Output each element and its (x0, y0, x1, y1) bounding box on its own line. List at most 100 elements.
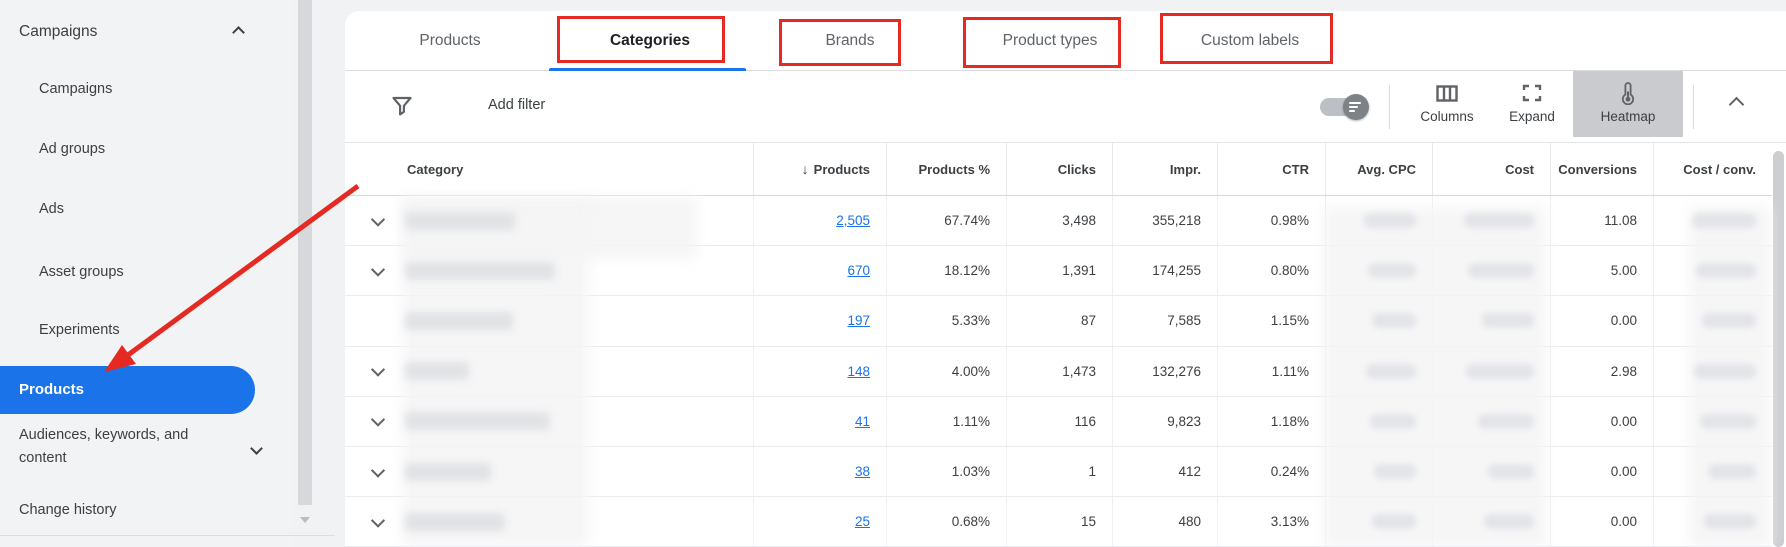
blurred-category-name (405, 412, 550, 431)
products-count-link[interactable]: 25 (854, 514, 870, 530)
cell-impr: 412 (1112, 446, 1217, 497)
tab-bar: Products Categories Brands Product types… (345, 11, 1786, 71)
cell-conversions: 0.00 (1550, 396, 1653, 446)
products-count-link[interactable]: 148 (847, 363, 870, 379)
cell-category (345, 246, 753, 295)
cell-products-pct: 5.33% (886, 296, 1006, 346)
cell-cost-per-conv-redacted (1653, 346, 1772, 396)
collapse-table-button[interactable] (1728, 96, 1745, 115)
add-filter-button[interactable]: Add filter (488, 97, 546, 113)
cell-category (345, 347, 753, 396)
chevron-up-icon (1728, 96, 1745, 113)
row-expand-chevron-icon[interactable] (370, 412, 386, 428)
column-header-cost-per-conv[interactable]: Cost / conv. (1653, 143, 1772, 195)
cell-products: 670 (753, 246, 886, 296)
sidebar-scrollbar[interactable] (298, 0, 312, 505)
column-header-category[interactable]: Category (407, 161, 464, 177)
sidebar-item-campaigns[interactable]: Campaigns (39, 81, 113, 97)
sidebar-divider (0, 535, 335, 536)
cell-category (345, 447, 753, 496)
chevron-down-icon[interactable] (250, 442, 263, 455)
cell-conversions: 5.00 (1550, 246, 1653, 296)
blurred-category-name (405, 462, 491, 481)
columns-button[interactable]: Columns (1405, 79, 1489, 137)
products-count-link[interactable]: 197 (847, 313, 870, 329)
cell-impr: 9,823 (1112, 396, 1217, 446)
cell-clicks: 3,498 (1006, 196, 1112, 246)
cell-clicks: 116 (1006, 396, 1112, 446)
cell-category (345, 497, 753, 546)
blurred-category-name (405, 261, 555, 280)
cell-products: 25 (753, 497, 886, 547)
column-header-conversions[interactable]: Conversions (1550, 143, 1653, 195)
table-vertical-scrollbar[interactable] (1773, 151, 1784, 547)
cell-clicks: 1,391 (1006, 246, 1112, 296)
cell-conversions: 0.00 (1550, 446, 1653, 497)
table-toolbar: Add filter Columns Expand (345, 71, 1786, 143)
expand-button[interactable]: Expand (1490, 79, 1574, 137)
tab-custom-labels[interactable]: Custom labels (1200, 32, 1300, 49)
annotation-box-brands (779, 19, 901, 66)
table-row: 670 18.12% 1,391 174,255 0.80% 5.00 (345, 246, 1772, 297)
products-count-link[interactable]: 41 (854, 413, 870, 429)
cell-clicks: 87 (1006, 296, 1112, 346)
row-expand-chevron-icon[interactable] (370, 362, 386, 377)
sidebar-item-ads[interactable]: Ads (39, 201, 64, 217)
sidebar-item-change-history[interactable]: Change history (19, 502, 117, 518)
column-header-products-pct[interactable]: Products % (886, 143, 1006, 195)
table-row: 197 5.33% 87 7,585 1.15% 0.00 (345, 296, 1772, 347)
products-count-link[interactable]: 38 (854, 464, 870, 480)
filter-icon[interactable] (391, 96, 413, 116)
cell-cost-per-conv-redacted (1653, 246, 1772, 296)
sidebar: Campaigns Campaigns Ad groups Ads Asset … (0, 0, 335, 547)
row-expand-chevron-icon[interactable] (370, 212, 386, 227)
cell-ctr: 0.80% (1217, 246, 1325, 296)
sidebar-section-label: Campaigns (19, 23, 98, 40)
column-header-clicks[interactable]: Clicks (1006, 143, 1112, 195)
cell-products: 38 (753, 446, 886, 497)
blurred-category-name (405, 211, 515, 230)
column-header-impr[interactable]: Impr. (1112, 143, 1217, 195)
cell-cost-per-conv-redacted (1653, 296, 1772, 346)
cell-products: 148 (753, 346, 886, 396)
cell-conversions: 0.00 (1550, 497, 1653, 547)
row-expand-chevron-icon[interactable] (370, 262, 386, 277)
cell-ctr: 0.98% (1217, 196, 1325, 246)
cell-category (345, 397, 753, 446)
chevron-up-icon[interactable] (232, 26, 245, 39)
toggle-knob-icon (1343, 94, 1369, 120)
sidebar-item-experiments[interactable]: Experiments (39, 322, 120, 338)
sidebar-item-asset-groups[interactable]: Asset groups (39, 264, 124, 280)
products-count-link[interactable]: 670 (847, 263, 870, 279)
cell-impr: 174,255 (1112, 246, 1217, 296)
tab-brands[interactable]: Brands (825, 32, 875, 49)
tab-categories[interactable]: Categories (609, 32, 691, 49)
column-header-avg-cpc[interactable]: Avg. CPC (1325, 143, 1432, 195)
cell-products-pct: 18.12% (886, 246, 1006, 296)
sidebar-item-products[interactable]: Products (0, 366, 255, 414)
cell-impr: 132,276 (1112, 346, 1217, 396)
sidebar-item-ad-groups[interactable]: Ad groups (39, 141, 106, 157)
cell-products-pct: 4.00% (886, 346, 1006, 396)
column-header-ctr[interactable]: CTR (1217, 143, 1325, 195)
cell-ctr: 0.24% (1217, 446, 1325, 497)
table-row: 41 1.11% 116 9,823 1.18% 0.00 (345, 396, 1772, 447)
tab-product-types[interactable]: Product types (1002, 32, 1098, 49)
row-expand-chevron-icon[interactable] (370, 513, 386, 528)
sidebar-item-audiences-keywords-content[interactable]: Audiences, keywords, and content (19, 427, 189, 466)
sidebar-scroll-down-icon[interactable] (300, 517, 310, 523)
products-count-link[interactable]: 2,505 (836, 213, 870, 229)
table-body: 2,505 67.74% 3,498 355,218 0.98% 11.08 6… (345, 196, 1772, 547)
expand-icon (1490, 79, 1574, 107)
column-header-products[interactable]: ↓ Products (753, 143, 886, 195)
cell-products: 2,505 (753, 196, 886, 246)
tab-products[interactable]: Products (419, 32, 481, 49)
row-expand-chevron-icon[interactable] (370, 463, 386, 478)
sidebar-section-campaigns[interactable]: Campaigns (19, 18, 269, 46)
heatmap-button[interactable]: Heatmap (1586, 79, 1670, 137)
segments-toggle[interactable] (1320, 94, 1369, 120)
cell-impr: 7,585 (1112, 296, 1217, 346)
column-header-cost[interactable]: Cost (1432, 143, 1550, 195)
cell-cost-per-conv-redacted (1653, 196, 1772, 246)
main-panel: Products Categories Brands Product types… (345, 11, 1786, 547)
